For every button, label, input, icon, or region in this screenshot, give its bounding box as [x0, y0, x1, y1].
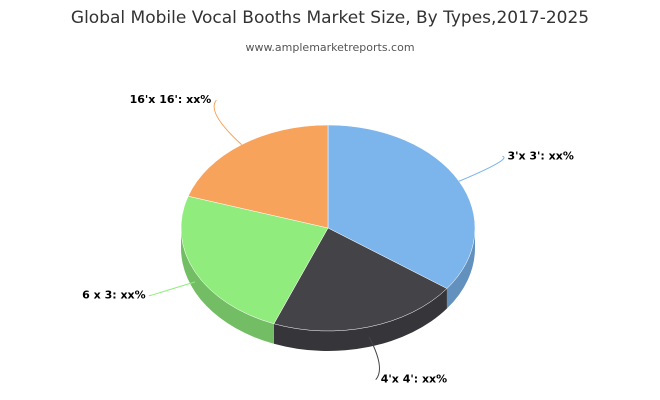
data-label: 4'x 4': xx% [381, 373, 447, 386]
leader-line [213, 99, 242, 146]
leader-line [458, 155, 505, 182]
data-label: 6 x 3: xx% [82, 288, 146, 301]
slice [273, 227, 448, 332]
slice-side [273, 288, 447, 351]
data-label: 16'x 16': xx% [130, 93, 212, 106]
slice-side [181, 228, 274, 344]
chart-subtitle: www.amplemarketreports.com [245, 41, 414, 54]
leader-line [368, 336, 380, 381]
data-label: 3'x 3': xx% [507, 149, 573, 162]
slice-side [446, 228, 475, 309]
slice [180, 195, 329, 325]
leader-line [148, 281, 196, 297]
slice [187, 124, 329, 229]
chart-title: Global Mobile Vocal Booths Market Size, … [71, 8, 589, 28]
